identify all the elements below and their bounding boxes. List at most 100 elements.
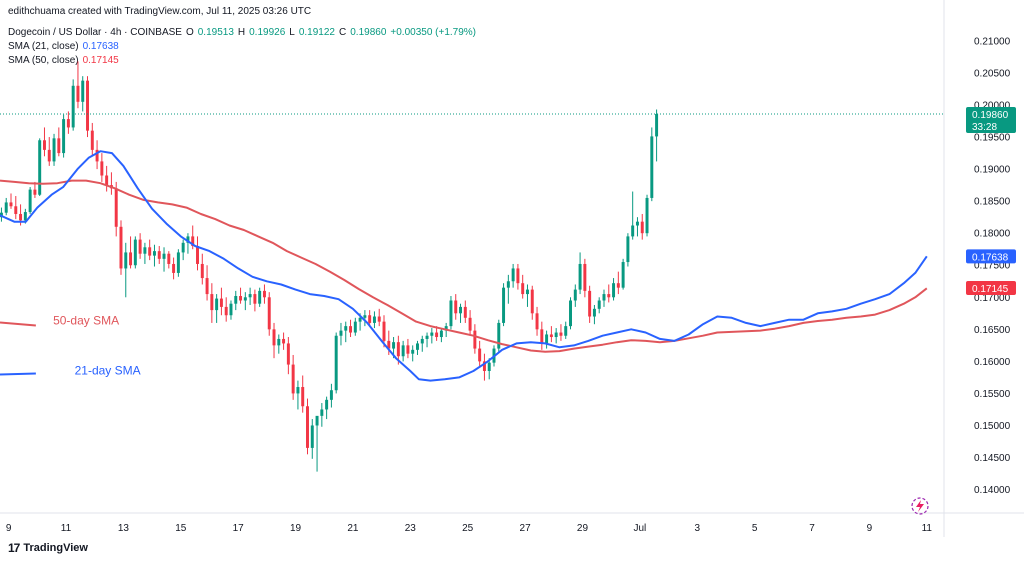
candle-body xyxy=(425,335,429,339)
candle-body xyxy=(129,252,133,266)
candle-body xyxy=(401,345,405,357)
candle-body xyxy=(511,268,515,282)
low-value: 0.19122 xyxy=(298,27,335,38)
candle-body xyxy=(248,294,252,298)
price-axis[interactable]: 0.21000 0.20500 0.20000 0.19500 0.19000 0.185… xyxy=(966,36,1016,496)
candle-body xyxy=(439,330,443,338)
candle-body xyxy=(454,300,458,314)
candle-body xyxy=(71,85,75,128)
low-label: L xyxy=(289,27,295,38)
time-tick-label: 9 xyxy=(6,523,12,534)
candle-body xyxy=(416,343,419,350)
candle-body xyxy=(224,306,228,316)
candle-body xyxy=(463,306,467,318)
candle-body xyxy=(138,239,142,254)
candle-body xyxy=(95,149,99,162)
price-tick-label: 0.17000 xyxy=(974,293,1011,304)
candle-body xyxy=(196,246,199,264)
candle-body xyxy=(420,338,424,344)
time-tick-label: 5 xyxy=(752,523,758,534)
candle-body xyxy=(143,247,147,254)
sma21-legend-row[interactable]: SMA (21, close) 0.17638 xyxy=(8,40,476,54)
price-tick-label: 0.15500 xyxy=(974,389,1011,400)
candle-body xyxy=(100,161,104,176)
candle-body xyxy=(396,342,400,357)
candle-body xyxy=(339,330,343,336)
price-tick-label: 0.18000 xyxy=(974,229,1011,240)
grid xyxy=(0,0,1024,537)
sma21-line xyxy=(0,150,928,382)
candle-body xyxy=(655,113,659,137)
candle-body xyxy=(621,262,625,288)
candle-body xyxy=(372,316,376,323)
candles xyxy=(0,61,659,472)
replay-icon-bolt xyxy=(916,500,924,512)
sma21-axis-badge-label: 0.17638 xyxy=(972,252,1009,263)
candle-body xyxy=(645,197,649,234)
current-price-badge-label: 0.19860 xyxy=(972,110,1009,121)
time-tick-label: 3 xyxy=(694,523,700,534)
candle-body xyxy=(535,313,539,330)
price-tick-label: 0.17500 xyxy=(974,261,1011,272)
candle-body xyxy=(186,236,190,243)
candle-body xyxy=(516,268,520,284)
price-tick-label: 0.19000 xyxy=(974,165,1011,176)
open-label: O xyxy=(185,27,194,38)
candle-body xyxy=(19,213,23,221)
candle-body xyxy=(569,300,572,327)
candle-body xyxy=(430,332,434,336)
candle-body xyxy=(306,406,309,448)
candle-body xyxy=(258,290,262,304)
candle-body xyxy=(406,345,410,354)
sma50-axis-badge-bg xyxy=(966,280,1016,295)
sma21-legend-label: SMA (21, close) xyxy=(8,41,79,52)
time-tick-label: 15 xyxy=(175,523,187,534)
time-tick-label: 13 xyxy=(118,523,130,534)
candle-body xyxy=(382,321,386,341)
candle-body xyxy=(234,296,238,304)
tradingview-footer[interactable]: 17 TradingView xyxy=(8,541,88,555)
candle-body xyxy=(200,263,204,279)
time-tick-label: 25 xyxy=(462,523,474,534)
candle-body xyxy=(411,349,415,354)
annotations: 50-day SMA 21-day SMA xyxy=(0,113,944,515)
close-label: C xyxy=(339,27,347,38)
candle-body xyxy=(267,297,271,330)
candle-body xyxy=(9,202,13,207)
candle-body xyxy=(243,297,247,301)
candle-body xyxy=(363,315,367,318)
price-tick-label: 0.14500 xyxy=(974,453,1011,464)
candle-body xyxy=(549,334,553,338)
candle-body xyxy=(81,80,85,102)
price-tick-label: 0.15000 xyxy=(974,421,1011,432)
sma50-legend-value: 0.17145 xyxy=(82,55,119,66)
candle-body xyxy=(219,298,223,307)
candle-body xyxy=(301,387,305,407)
time-tick-label: 11 xyxy=(61,523,72,534)
time-tick-label: 17 xyxy=(233,523,245,534)
time-tick-label: 9 xyxy=(867,523,873,534)
time-axis[interactable]: 9 11 13 15 17 19 21 23 25 27 29 Jul 3 5 7 9 11 xyxy=(6,523,933,534)
price-tick-label: 0.18500 xyxy=(974,197,1011,208)
candle-body xyxy=(487,362,491,371)
price-tick-label: 0.14000 xyxy=(974,485,1011,496)
sma50-legend-row[interactable]: SMA (50, close) 0.17145 xyxy=(8,54,476,68)
candle-body xyxy=(262,290,266,298)
candle-body xyxy=(105,175,109,186)
candle-body xyxy=(554,332,558,338)
candle-body xyxy=(435,332,439,338)
candle-body xyxy=(191,236,195,247)
candle-body xyxy=(588,290,592,317)
candle-body xyxy=(583,263,587,291)
candle-body xyxy=(368,315,372,323)
symbol-title[interactable]: Dogecoin / US Dollar · 4h · COINBASE xyxy=(8,27,182,38)
candle-body xyxy=(482,361,486,371)
symbol-row: Dogecoin / US Dollar · 4h · COINBASE O 0.… xyxy=(8,26,476,40)
candle-body xyxy=(14,206,18,214)
candle-body xyxy=(210,294,214,311)
time-tick-label: 11 xyxy=(922,523,933,534)
sma21-annotation-line xyxy=(0,372,36,376)
candle-body xyxy=(286,343,290,365)
candle-body xyxy=(650,136,654,198)
